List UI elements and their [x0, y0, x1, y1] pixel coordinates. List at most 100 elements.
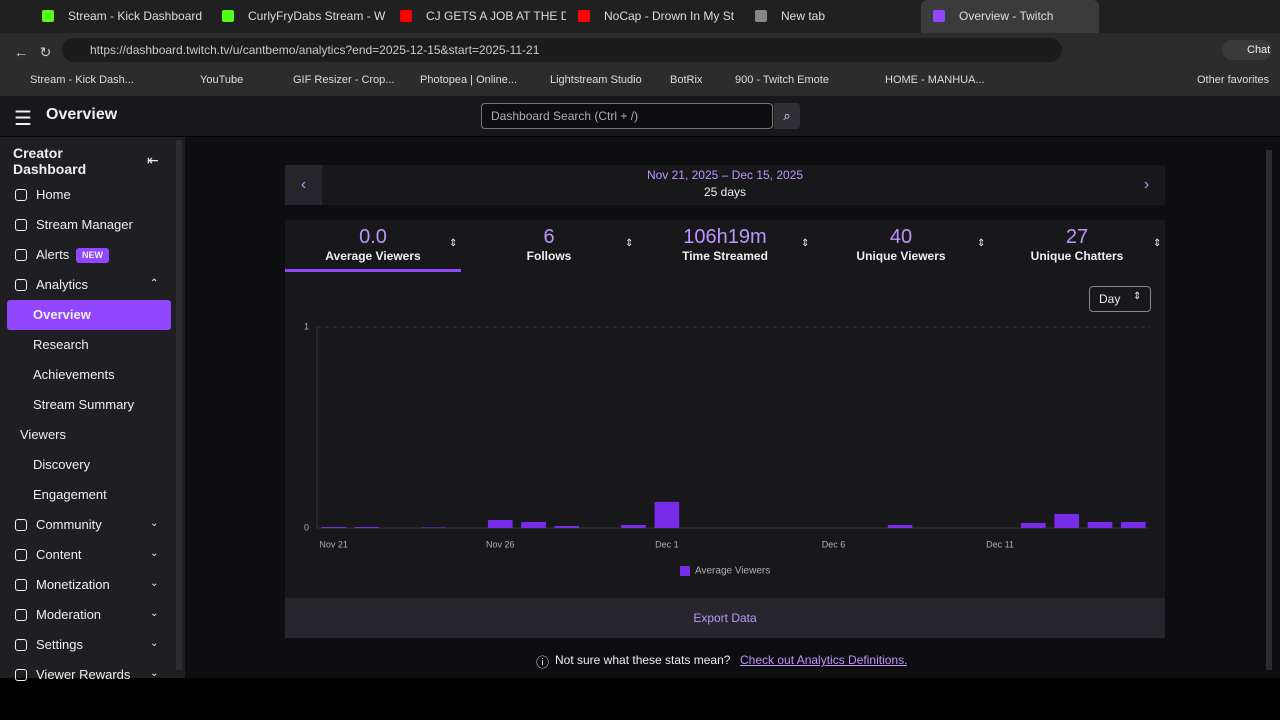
date-range: Nov 21, 2025 – Dec 15, 2025 — [646, 168, 804, 182]
select-arrows: ⇕ — [1133, 291, 1142, 302]
tab[interactable]: NoCap - Drown In My St — [604, 9, 735, 23]
stat-value: 27 — [1065, 226, 1089, 248]
bookmark[interactable]: YouTube — [200, 74, 244, 86]
sidebar-icon — [15, 639, 27, 651]
bar — [487, 519, 513, 528]
stat-label: Average Viewers — [325, 249, 421, 263]
sidebar-icon — [15, 249, 27, 261]
tab[interactable]: New tab — [781, 9, 826, 23]
sidebar-icon — [15, 189, 27, 201]
sidebar-item[interactable]: Engagement — [33, 487, 107, 502]
help-link[interactable]: Check out Analytics Definitions. — [740, 653, 908, 667]
bookmark[interactable]: Photopea | Online... — [420, 74, 518, 86]
chevron: ⌄ — [150, 668, 159, 679]
sidebar-item[interactable]: Content — [36, 547, 82, 562]
stat-label: Follows — [526, 249, 572, 263]
sort-arrows: ⇕ — [449, 238, 458, 249]
sidebar-item[interactable]: Community — [36, 517, 102, 532]
search-button[interactable]: ⌕ — [774, 103, 800, 129]
y-tick-label: 1 — [304, 321, 309, 331]
sidebar-item[interactable]: Achievements — [33, 367, 115, 382]
sidebar-item[interactable]: Discovery — [33, 457, 91, 472]
x-tick-label: Nov 26 — [486, 539, 515, 549]
sidebar-item[interactable]: Monetization — [36, 577, 110, 592]
nav-buttons: ← ↻ — [14, 44, 52, 60]
prev-button[interactable]: ‹ — [285, 165, 322, 205]
bookmark[interactable]: GIF Resizer - Crop... — [293, 74, 395, 86]
stat-label: Unique Viewers — [856, 249, 946, 263]
search-box[interactable]: Dashboard Search (Ctrl + /) — [481, 103, 773, 129]
sort-arrows: ⇕ — [1153, 238, 1162, 249]
tab[interactable]: CurlyFryDabs Stream - W — [248, 9, 386, 23]
sidebar — [0, 137, 185, 678]
tab[interactable]: Overview - Twitch — [921, 0, 1099, 33]
sidebar-item[interactable]: Settings — [36, 637, 83, 652]
sidebar-item[interactable]: Research — [33, 337, 89, 352]
sidebar-item[interactable]: Home — [36, 187, 71, 202]
url[interactable]: https://dashboard.twitch.tv/u/cantbemo/a… — [90, 43, 540, 57]
export-button[interactable]: Export Data — [285, 598, 1165, 638]
stat-card[interactable]: 106h19m Time Streamed — [637, 220, 813, 270]
x-tick-label: Dec 6 — [822, 539, 846, 549]
sidebar-icon — [15, 519, 27, 531]
active-stat-underline — [285, 269, 461, 272]
bar — [1121, 521, 1146, 528]
sidebar-item[interactable]: Stream Summary — [33, 397, 135, 412]
new-badge: NEW — [76, 248, 109, 263]
chevron: ⌄ — [150, 518, 159, 529]
stat-card[interactable]: 40 Unique Viewers — [813, 220, 989, 270]
chat-button[interactable]: Chat — [1222, 40, 1272, 60]
stat-value: 40 — [889, 226, 913, 248]
sidebar-item[interactable]: Viewer Rewards — [36, 667, 131, 682]
content-scrollbar — [1266, 150, 1272, 670]
bar — [1054, 513, 1080, 528]
sort-arrows: ⇕ — [977, 238, 986, 249]
active-item-bg — [7, 300, 171, 330]
bar — [321, 526, 346, 528]
sidebar-icon — [15, 669, 27, 681]
sidebar-title: Creator Dashboard — [13, 145, 87, 177]
tab-icon — [578, 10, 590, 22]
bookmark[interactable]: HOME - MANHUA... — [885, 74, 985, 86]
sort-arrows: ⇕ — [801, 238, 810, 249]
date-bar — [285, 165, 1165, 205]
sidebar-item[interactable]: Stream Manager — [36, 217, 133, 232]
chevron: ⌃ — [150, 278, 159, 289]
stat-label: Unique Chatters — [1030, 249, 1124, 263]
help-text: Not sure what these stats mean? — [555, 653, 731, 667]
stat-card[interactable]: 27 Unique Chatters — [989, 220, 1165, 270]
chevron: ⌄ — [150, 548, 159, 559]
y-tick-label: 0 — [304, 522, 309, 532]
sidebar-icon — [15, 279, 27, 291]
bar — [1087, 521, 1113, 528]
bookmark[interactable]: BotRix — [670, 74, 703, 86]
stat-card[interactable]: 0.0 Average Viewers — [285, 220, 461, 270]
sidebar-item[interactable]: Overview — [33, 307, 91, 322]
sidebar-item[interactable]: Alerts — [36, 247, 70, 262]
address-bar[interactable] — [62, 38, 1062, 62]
chart: 0 1 Nov 21 Nov 26 Dec 1 Dec 6 Dec 11 Average Vi… — [304, 321, 1150, 577]
bookmark[interactable]: 900 - Twitch Emote — [735, 74, 829, 86]
stat-label: Time Streamed — [682, 249, 768, 263]
tab-icon — [222, 10, 234, 22]
menu-icon[interactable]: ☰ — [14, 108, 32, 130]
tab[interactable]: CJ GETS A JOB AT THE DEALE — [426, 9, 566, 23]
bar — [354, 526, 380, 528]
sidebar-item[interactable]: Moderation — [36, 607, 102, 622]
tab[interactable]: Stream - Kick Dashboard — [68, 9, 203, 23]
collapse-button[interactable]: ⇤ — [147, 152, 159, 168]
stat-value: 106h19m — [683, 226, 767, 248]
sidebar-item[interactable]: Analytics — [36, 277, 89, 292]
bookmark[interactable]: Lightstream Studio — [550, 74, 642, 86]
sidebar-scrollbar — [176, 140, 182, 670]
sidebar-item[interactable]: Viewers — [20, 427, 67, 442]
other-favorites[interactable]: Other favorites — [1197, 74, 1270, 86]
bookmark[interactable]: Stream - Kick Dash... — [30, 74, 134, 86]
stat-card[interactable]: 6 Follows — [461, 220, 637, 270]
next-button[interactable]: › — [1143, 176, 1150, 193]
interval-select[interactable]: Day — [1089, 286, 1151, 312]
header-title: Overview — [46, 106, 118, 123]
date-days: 25 days — [703, 185, 747, 199]
tab-icon — [400, 10, 412, 22]
